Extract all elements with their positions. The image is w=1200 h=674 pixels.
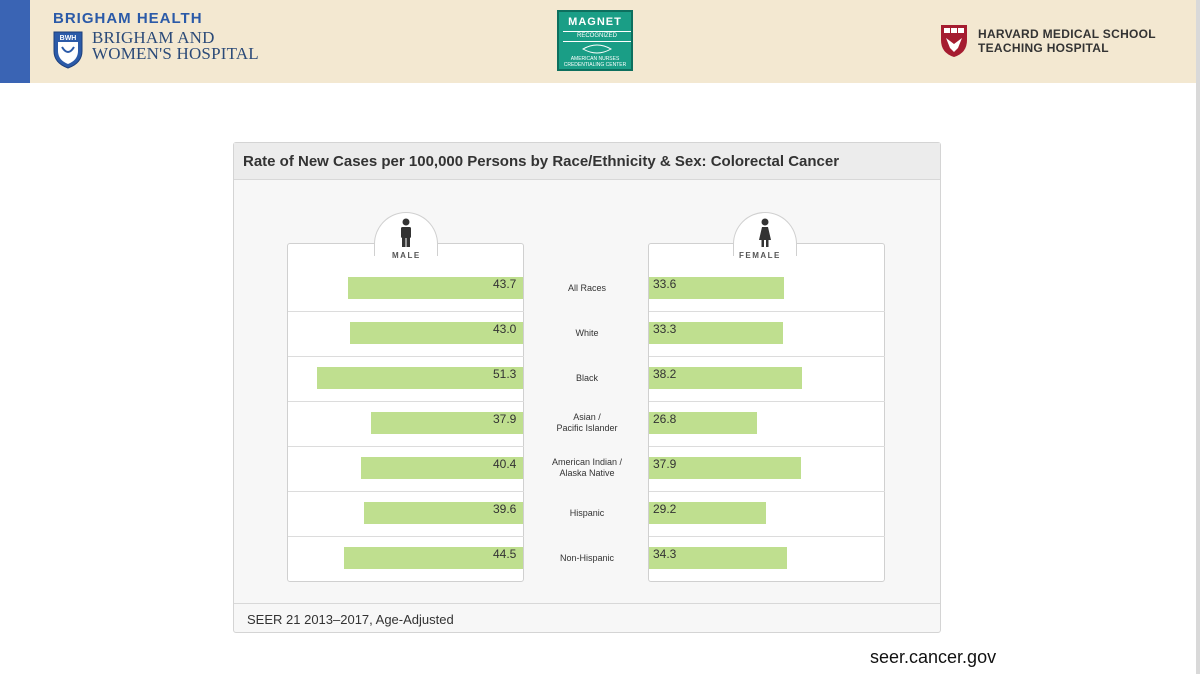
category-label: White: [575, 327, 599, 338]
female-icon-bubble: [733, 212, 797, 258]
category-label: Hispanic: [569, 507, 605, 518]
laurel-icon: [581, 44, 613, 54]
harvard-shield-icon: [941, 25, 967, 57]
male-value-label: 39.6: [493, 502, 517, 516]
magnet-title: MAGNET: [568, 16, 622, 28]
bwh-shield-icon: BWH: [53, 31, 83, 69]
female-row-divider: [649, 401, 885, 402]
male-label: MALE: [392, 251, 421, 260]
male-value-label: 40.4: [493, 457, 517, 471]
magnet-badge: MAGNET RECOGNIZED AMERICAN NURSES CREDEN…: [557, 10, 633, 71]
shield-text: BWH: [60, 35, 77, 42]
male-row-divider: [288, 401, 524, 402]
female-bar: [649, 367, 803, 389]
female-row-divider: [649, 311, 885, 312]
category-label: Non-Hispanic: [559, 552, 615, 563]
female-bar: [649, 277, 784, 299]
magnet-org: AMERICAN NURSES CREDENTIALING CENTER: [563, 56, 627, 68]
female-bar: [649, 457, 802, 479]
female-row-divider: [649, 536, 885, 537]
female-row-divider: [649, 491, 885, 492]
female-value-label: 37.9: [653, 457, 677, 471]
female-row-divider: [649, 446, 885, 447]
male-bar: [317, 367, 523, 389]
chart-footer: SEER 21 2013–2017, Age-Adjusted: [234, 603, 940, 633]
male-value-label: 51.3: [493, 367, 517, 381]
male-row-divider: [288, 311, 524, 312]
right-edge: [1196, 0, 1200, 674]
header-band: BRIGHAM HEALTH BWH BRIGHAM AND WOMEN'S H…: [0, 0, 1200, 83]
male-row-divider: [288, 356, 524, 357]
female-value-label: 34.3: [653, 547, 677, 561]
female-row-divider: [649, 356, 885, 357]
category-label: All Races: [567, 282, 606, 293]
male-bar: [363, 502, 523, 524]
female-label: FEMALE: [739, 251, 781, 260]
male-value-label: 37.9: [493, 412, 517, 426]
chart-footnote: SEER 21 2013–2017, Age-Adjusted: [247, 612, 454, 627]
male-value-label: 43.7: [493, 277, 517, 291]
female-bar: [649, 547, 787, 569]
chart-card: Rate of New Cases per 100,000 Persons by…: [233, 142, 941, 633]
female-person-icon: [759, 218, 771, 247]
source-url: seer.cancer.gov: [870, 647, 997, 667]
chart-title-bar: Rate of New Cases per 100,000 Persons by…: [234, 143, 940, 180]
male-row-divider: [288, 446, 524, 447]
hospital-name-line2: WOMEN'S HOSPITAL: [92, 44, 259, 63]
male-bar: [350, 322, 523, 344]
category-label: Black: [575, 372, 598, 383]
female-value-label: 29.2: [653, 502, 677, 516]
male-person-icon: [401, 218, 411, 247]
female-bar: [649, 412, 757, 434]
female-bar: [649, 502, 767, 524]
category-label: Asian / Pacific Islander: [556, 412, 618, 433]
male-row-divider: [288, 491, 524, 492]
male-bar: [370, 412, 523, 434]
male-bar: [347, 277, 523, 299]
male-icon-bubble: [374, 212, 438, 258]
magnet-subtitle: RECOGNIZED: [563, 31, 631, 42]
female-value-label: 26.8: [653, 412, 677, 426]
accent-strip: [0, 0, 30, 83]
female-value-label: 33.6: [653, 277, 677, 291]
hms-line1: HARVARD MEDICAL SCHOOL: [978, 27, 1156, 41]
male-bar: [360, 457, 523, 479]
female-bar: [649, 322, 783, 344]
hms-line2: TEACHING HOSPITAL: [978, 41, 1109, 55]
male-value-label: 44.5: [493, 547, 517, 561]
brigham-health-label: BRIGHAM HEALTH: [53, 10, 203, 27]
female-value-label: 38.2: [653, 367, 677, 381]
female-value-label: 33.3: [653, 322, 677, 336]
category-label: American Indian / Alaska Native: [551, 457, 623, 478]
hospital-name-line1: BRIGHAM AND: [92, 28, 215, 47]
male-bar: [344, 547, 523, 569]
male-row-divider: [288, 536, 524, 537]
male-value-label: 43.0: [493, 322, 517, 336]
chart-title: Rate of New Cases per 100,000 Persons by…: [243, 153, 840, 170]
